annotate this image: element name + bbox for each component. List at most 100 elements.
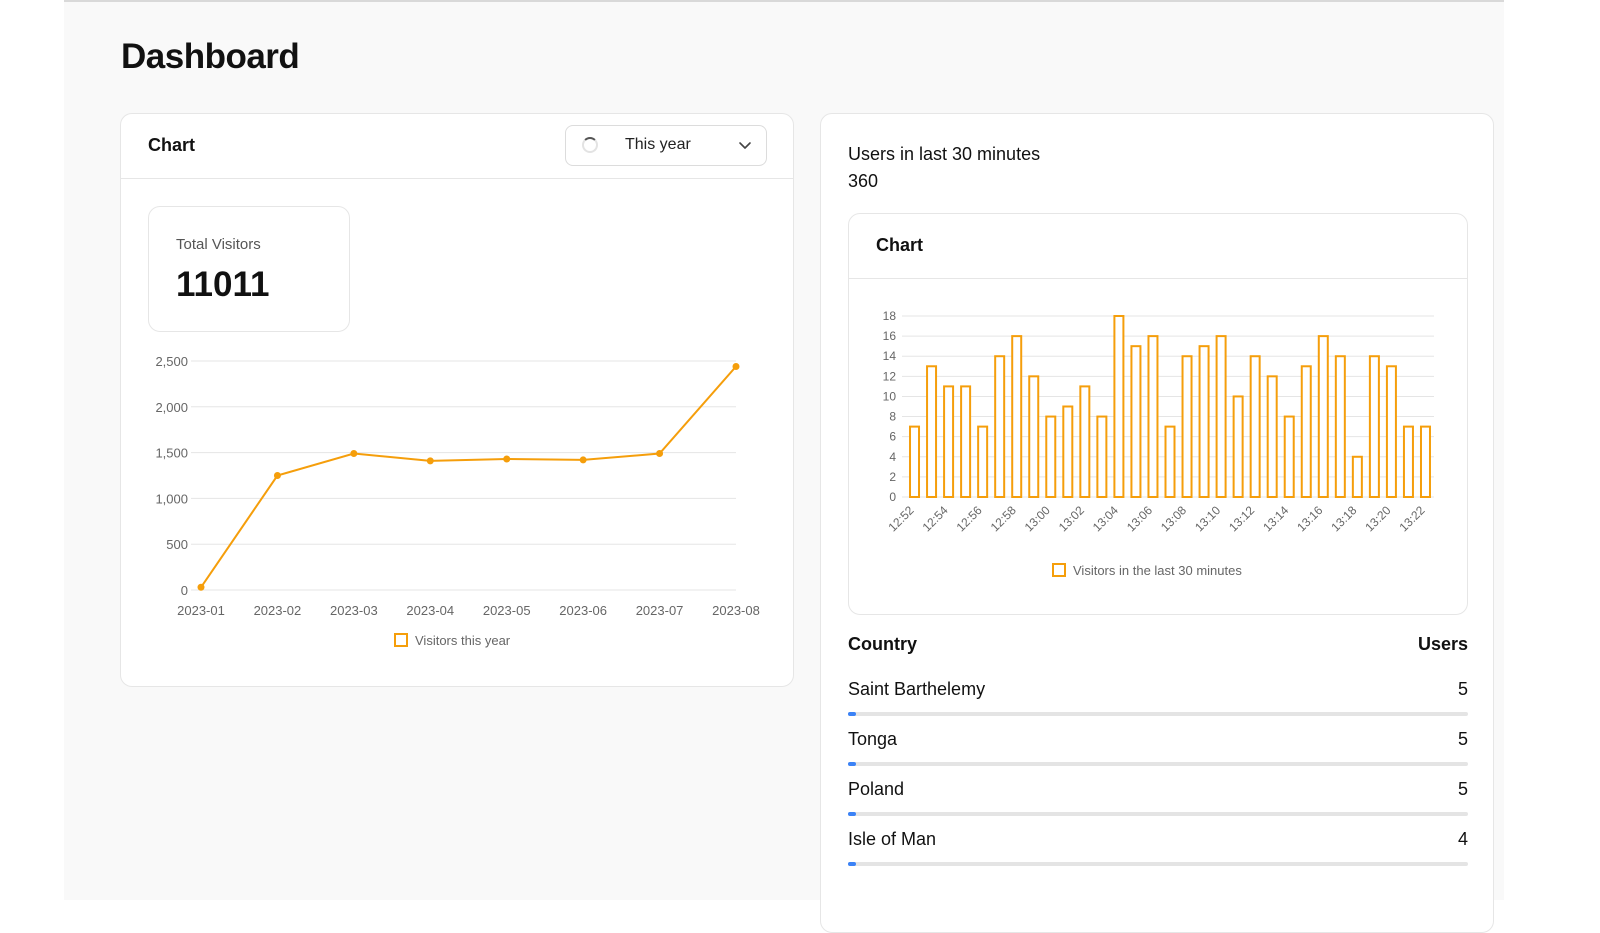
bar [1368,355,1380,498]
y-tick-label: 500 [166,537,188,552]
bar [1147,335,1159,498]
country-users: 4 [1457,829,1468,849]
bar [1351,455,1363,498]
users-column-header: Users [1417,634,1468,654]
progress-track [848,712,1468,716]
x-tick-label: 12:56 [954,503,985,534]
bar [1300,365,1312,498]
bar [1198,345,1210,498]
top-divider [64,0,1504,2]
x-tick-label: 13:08 [1158,503,1189,534]
y-tick-label: 0 [889,490,896,504]
country-row: Poland 5 [848,779,1468,829]
y-tick-label: 1,000 [155,491,188,506]
bar [909,425,921,498]
x-tick-label: 13:12 [1226,503,1257,534]
series-line [200,365,737,588]
bar [926,365,938,498]
x-tick-label: 13:10 [1192,503,1223,534]
country-column-header: Country [848,634,917,654]
bar [1334,355,1346,498]
card-title: Chart [876,235,924,255]
legend-label: Visitors this year [415,633,511,648]
y-tick-label: 0 [181,583,188,598]
x-tick-label: 2023-05 [483,603,531,618]
bar [994,355,1006,498]
realtime-chart-card: Chart 0 2 4 6 8 10 12 14 16 18 12:52 12:54 12:56 12:5… [848,213,1468,615]
visitors-line-chart: 0 500 1,000 1,500 2,000 2,500 2023-01 2023-02 20… [155,354,759,648]
legend-swatch [1052,563,1066,577]
bar [1249,355,1261,498]
x-tick-label: 13:18 [1328,503,1359,534]
spinner-icon [582,137,598,153]
y-tick-label: 6 [889,430,896,444]
realtime-users-card: Users in last 30 minutes 360 Chart 0 2 4 6 8… [820,113,1494,933]
bar [960,385,972,498]
data-point [503,455,511,463]
progress-fill [848,762,856,766]
page-title: Dashboard [121,37,300,76]
country-row: Tonga 5 [848,729,1468,779]
bar [1079,385,1091,498]
y-tick-label: 2,000 [155,400,188,415]
bar [1130,345,1142,498]
bar [1164,425,1176,498]
progress-track [848,862,1468,866]
y-tick-label: 10 [883,389,897,403]
country-users: 5 [1457,679,1468,699]
total-visitors-stat: Total Visitors 11011 [148,206,350,332]
bar [977,425,989,498]
x-tick-label: 2023-01 [177,603,225,618]
bar [1181,355,1193,498]
country-row: Isle of Man 4 [848,829,1468,879]
range-select[interactable]: This year [565,125,767,166]
data-point [656,450,664,458]
bar [1045,415,1057,498]
bar [1385,365,1397,498]
y-tick-label: 4 [889,450,896,464]
x-tick-label: 2023-02 [254,603,302,618]
bar [1283,415,1295,498]
country-users: 5 [1457,729,1468,749]
x-tick-label: 12:58 [988,503,1019,534]
country-name: Saint Barthelemy [848,679,986,699]
y-tick-label: 14 [883,349,897,363]
stat-value: 11011 [176,265,270,304]
data-point [579,456,587,464]
progress-fill [848,812,856,816]
bar [1317,335,1329,498]
visitors-bar-chart: 0 2 4 6 8 10 12 14 16 18 12:52 12:54 12:56 12:58 13:00… [883,309,1434,578]
card-header: Chart This year [121,114,793,179]
data-point [426,457,434,465]
bar [1266,375,1278,498]
y-tick-label: 12 [883,369,897,383]
bar [943,385,955,498]
x-tick-label: 13:06 [1124,503,1155,534]
x-tick-label: 13:20 [1362,503,1393,534]
country-table-header: Country Users [848,634,1468,658]
stat-label: Total Visitors [176,236,261,253]
progress-fill [848,712,856,716]
bar [1232,395,1244,498]
country-row: Saint Barthelemy 5 [848,679,1468,729]
x-tick-label: 2023-06 [559,603,607,618]
bar [1215,335,1227,498]
progress-track [848,812,1468,816]
card-header: Chart [849,214,1467,279]
x-tick-label: 2023-07 [636,603,684,618]
bar [1028,375,1040,498]
bar [1096,415,1108,498]
bar [1062,405,1074,498]
users-count: 360 [848,171,879,191]
country-list: Saint Barthelemy 5 Tonga 5 Poland 5 Isle… [848,679,1468,879]
x-tick-label: 2023-03 [330,603,378,618]
country-name: Poland [848,779,905,799]
data-point [273,472,281,479]
x-tick-label: 13:02 [1056,503,1087,534]
x-tick-label: 13:00 [1022,503,1053,534]
progress-track [848,762,1468,766]
y-tick-label: 18 [883,309,897,323]
bar [1402,425,1414,498]
progress-fill [848,862,856,866]
x-tick-label: 13:04 [1090,503,1121,534]
